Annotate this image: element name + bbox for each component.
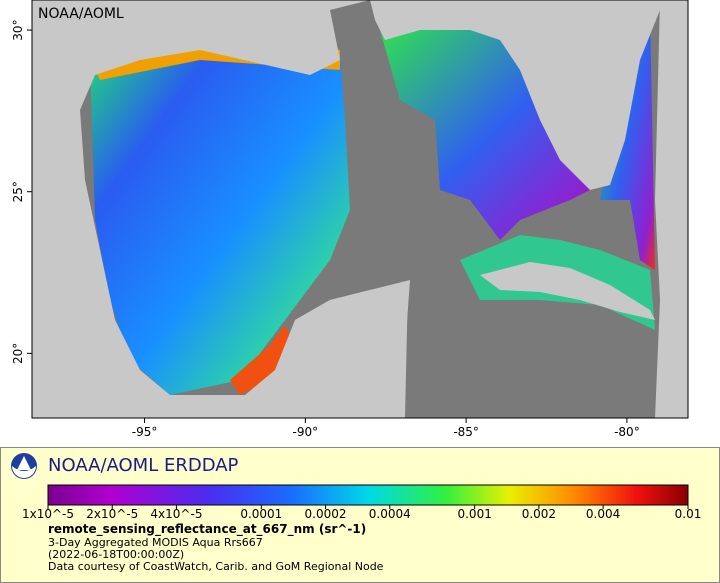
legend-panel (0, 447, 720, 583)
watermark: NOAA/AOML (38, 6, 124, 22)
colorbar-tick-label: 2x10^-5 (86, 507, 138, 521)
y-tick-label: 25° (11, 181, 25, 202)
data-swath (230, 325, 292, 395)
land (295, 285, 408, 418)
colorbar-tick-label: 1x10^-5 (22, 507, 74, 521)
x-tick-label: -95° (132, 425, 158, 439)
logo (11, 453, 37, 479)
x-tick-label: -85° (453, 425, 479, 439)
y-tick-label: 20° (11, 343, 25, 364)
info-line: 3-Day Aggregated MODIS Aqua Rrs667 (48, 536, 263, 549)
colorbar-tick-label: 0.01 (675, 507, 702, 521)
variable-name: remote_sensing_reflectance_at_667_nm (sr… (48, 522, 366, 537)
colorbar-tick-label: 4x10^-5 (150, 507, 202, 521)
colorbar-tick-label: 0.0002 (305, 507, 347, 521)
colorbar-tick-label: 0.002 (522, 507, 556, 521)
x-tick-label: -90° (293, 425, 319, 439)
map-frame (31, 0, 689, 419)
colorbar-tick-label: 0.004 (586, 507, 620, 521)
land (655, 0, 688, 418)
land (480, 262, 655, 320)
data-swath (600, 10, 655, 270)
y-tick-label: 30° (11, 19, 25, 40)
colorbar-tick-label: 0.001 (457, 507, 491, 521)
colorbar-tick-label: 0.0001 (240, 507, 282, 521)
data-swath (90, 40, 350, 395)
x-tick-label: -80° (614, 425, 640, 439)
map: NOAA/AOML (31, 0, 689, 419)
colorbar (47, 484, 689, 506)
data-swath (380, 30, 600, 240)
colorbar-tick-label: 0.0004 (369, 507, 411, 521)
info-line: Data courtesy of CoastWatch, Carib. and … (48, 560, 384, 573)
legend-title: NOAA/AOML ERDDAP (48, 455, 239, 476)
land (370, 0, 660, 190)
info-line: (2022-06-18T00:00:00Z) (48, 548, 184, 561)
